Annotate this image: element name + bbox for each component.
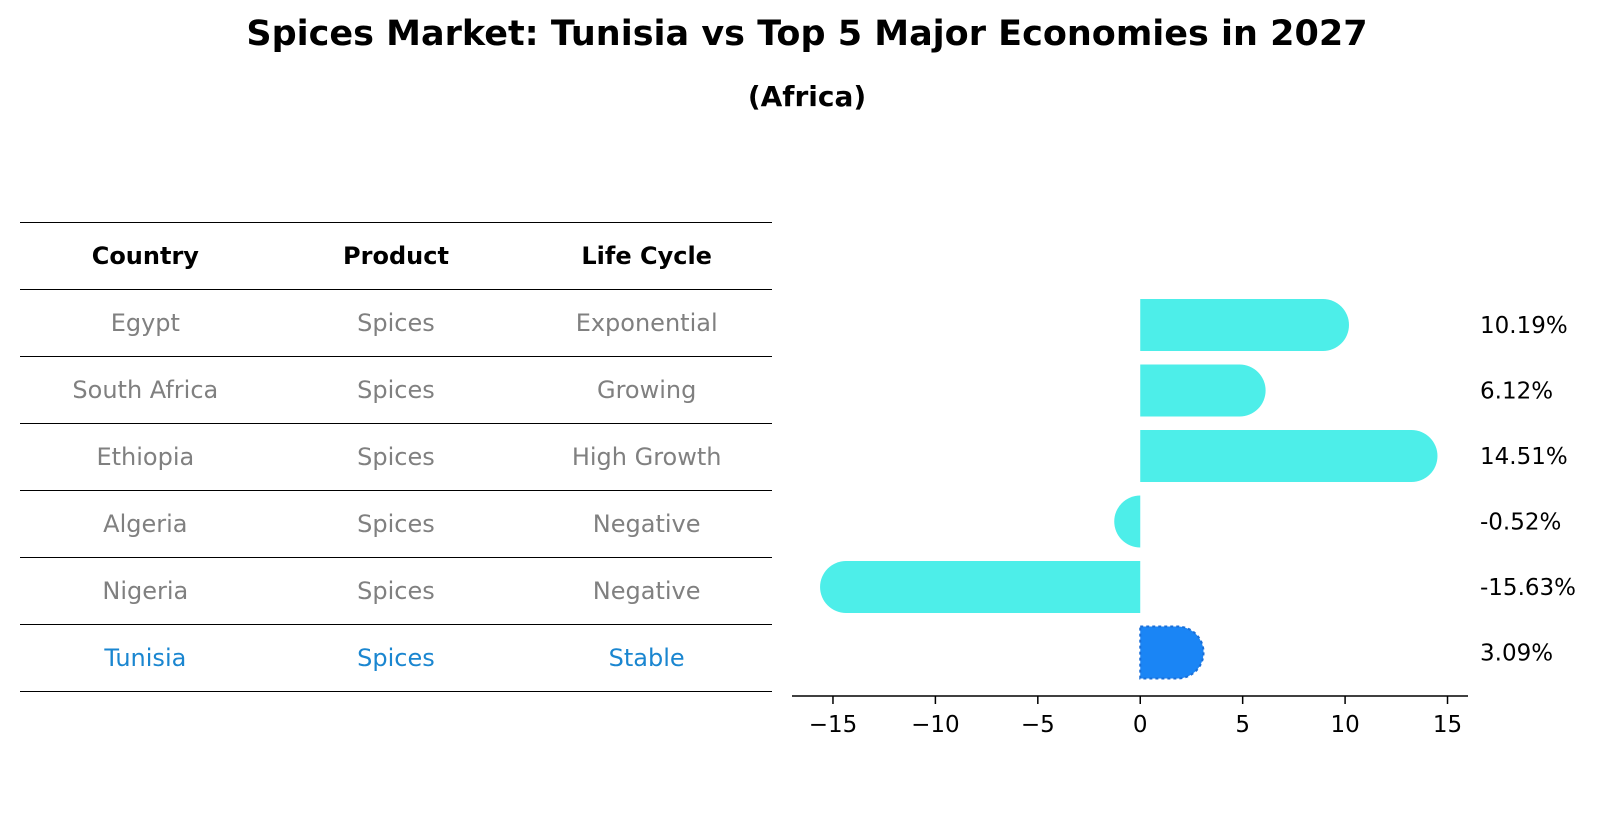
country-table: Country Product Life Cycle Egypt Spices … — [20, 222, 772, 692]
cell-country: Egypt — [20, 289, 271, 357]
bar-tunisia — [1139, 625, 1205, 680]
table-row-highlight: Tunisia Spices Stable — [20, 624, 772, 692]
cell-product: Spices — [270, 356, 522, 424]
value-label: -15.63% — [1480, 575, 1576, 601]
bar-ethiopia — [1140, 430, 1438, 482]
bar-egypt — [1140, 299, 1349, 351]
table-row: Egypt Spices Exponential — [20, 289, 772, 357]
x-tick-label: 0 — [1133, 712, 1148, 738]
table-header-row: Country Product Life Cycle — [20, 222, 772, 290]
cell-country: Tunisia — [20, 624, 271, 692]
bar-south-africa — [1140, 364, 1266, 417]
cell-country: Ethiopia — [20, 423, 271, 491]
bar-nigeria — [820, 561, 1141, 613]
cell-life-cycle: High Growth — [521, 423, 772, 491]
cell-product: Spices — [270, 423, 522, 491]
cell-life-cycle: Stable — [521, 624, 772, 692]
cell-life-cycle: Negative — [521, 557, 772, 625]
cell-life-cycle: Negative — [521, 490, 772, 558]
table-row: Ethiopia Spices High Growth — [20, 423, 772, 491]
cell-life-cycle: Growing — [521, 356, 772, 424]
cell-country: Nigeria — [20, 557, 271, 625]
table-row: Nigeria Spices Negative — [20, 557, 772, 625]
cell-product: Spices — [270, 289, 522, 357]
value-label: 14.51% — [1480, 444, 1568, 470]
x-tick-label: −5 — [1021, 712, 1055, 738]
chart-subtitle: (Africa) — [747, 80, 867, 113]
cell-country: Algeria — [20, 490, 271, 558]
cell-product: Spices — [270, 557, 522, 625]
x-tick-label: 5 — [1235, 712, 1250, 738]
chart-title: Spices Market: Tunisia vs Top 5 Major Ec… — [246, 14, 1368, 54]
cell-country: South Africa — [20, 356, 271, 424]
cell-life-cycle: Exponential — [521, 289, 772, 357]
cell-product: Spices — [270, 490, 522, 558]
bar-algeria — [1114, 495, 1141, 548]
value-label: -0.52% — [1480, 510, 1561, 536]
x-tick-label: −15 — [809, 712, 858, 738]
header-country: Country — [20, 222, 271, 290]
x-tick-label: 10 — [1330, 712, 1359, 738]
table-row: South Africa Spices Growing — [20, 356, 772, 424]
table-row: Algeria Spices Negative — [20, 490, 772, 558]
header-life-cycle: Life Cycle — [521, 222, 772, 290]
cell-product: Spices — [270, 624, 522, 692]
x-tick-label: −10 — [911, 712, 960, 738]
header-product: Product — [270, 222, 522, 290]
x-tick-label: 15 — [1433, 712, 1462, 738]
value-label: 10.19% — [1480, 313, 1568, 339]
value-label: 6.12% — [1480, 379, 1553, 405]
value-label: 3.09% — [1480, 641, 1553, 667]
